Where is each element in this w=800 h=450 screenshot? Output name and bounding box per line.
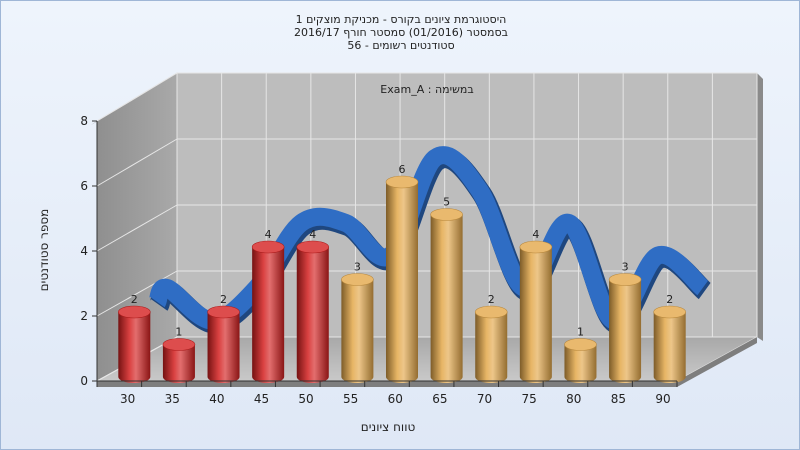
bar-top-85	[608, 273, 642, 286]
bar-top-60	[385, 175, 419, 189]
y-tick-label-0: 0	[80, 374, 88, 388]
y-axis-title: מספר סטודנטים	[37, 209, 51, 292]
bar-top-50	[296, 240, 330, 254]
bar-body-80	[564, 344, 597, 383]
data-label-40: 2	[220, 293, 227, 306]
bar-top-75	[519, 240, 553, 254]
bar-top-35	[162, 338, 196, 351]
bar-body-55	[341, 279, 374, 383]
y-tick-label-6: 6	[80, 179, 88, 193]
data-label-90: 2	[666, 293, 673, 306]
floor-edge	[97, 337, 757, 387]
task-annotation: במשימה : Exam_A	[380, 83, 473, 96]
data-label-50: 4	[309, 228, 316, 241]
data-label-35: 1	[175, 326, 182, 339]
data-label-85: 3	[622, 261, 629, 274]
bar-body-70	[475, 312, 508, 383]
y-tick-label-2: 2	[80, 309, 88, 323]
x-tick-label-70: 70	[477, 392, 492, 406]
bar-70: 2	[474, 293, 508, 383]
bar-45: 4	[251, 228, 285, 383]
data-label-45: 4	[265, 228, 272, 241]
bar-top-90	[653, 305, 686, 319]
x-tick-label-80: 80	[566, 392, 581, 406]
data-label-70: 2	[488, 293, 495, 306]
y-tick-label-8: 8	[80, 114, 88, 128]
bar-body-65	[430, 214, 463, 383]
bar-top-40	[207, 305, 240, 319]
bar-40: 2	[207, 293, 240, 383]
bar-top-80	[564, 338, 597, 351]
bar-85: 3	[608, 261, 642, 383]
x-tick-label-65: 65	[432, 392, 447, 406]
bar-55: 3	[341, 261, 374, 383]
x-tick-label-30: 30	[120, 392, 135, 406]
x-tick-label-60: 60	[388, 392, 403, 406]
bar-top-65	[430, 208, 463, 221]
x-axis-title: טווח ציונים	[361, 420, 416, 434]
chart-title-line-2: בסמסטר (01/2016) סמסטר חורף 2016/17	[294, 26, 508, 39]
x-tick-label-45: 45	[254, 392, 269, 406]
data-label-65: 5	[443, 196, 450, 209]
bar-30: 2	[118, 293, 151, 383]
data-label-60: 6	[399, 163, 406, 176]
bar-80: 1	[564, 326, 597, 383]
bar-50: 4	[296, 228, 330, 383]
bar-body-75	[519, 247, 552, 383]
bar-top-70	[474, 305, 508, 319]
bar-65: 5	[430, 196, 463, 383]
side-grid-line-4	[96, 72, 178, 122]
chart-title-line-1: היסטוגרמת ציונים בקורס - מכניקת מוצקים 1	[295, 13, 507, 26]
side-grid-line-1	[96, 270, 178, 317]
data-label-30: 2	[131, 293, 138, 306]
bar-body-45	[252, 247, 285, 383]
x-tick-label-90: 90	[655, 392, 670, 406]
x-tick-label-40: 40	[209, 392, 224, 406]
bar-body-40	[207, 312, 240, 383]
x-tick-label-50: 50	[298, 392, 313, 406]
data-label-55: 3	[354, 261, 361, 274]
y-tick-label-4: 4	[80, 244, 88, 258]
side-grid-line-3	[96, 138, 178, 187]
bar-75: 4	[519, 228, 553, 383]
wall-right-edge	[757, 73, 763, 341]
x-tick-label-85: 85	[611, 392, 626, 406]
bar-body-50	[296, 247, 329, 383]
bar-top-45	[251, 240, 285, 254]
bars-layer: 2 1 2 4 4 3 6 5 2 4 1 3 2	[118, 163, 686, 383]
x-tick-label-55: 55	[343, 392, 358, 406]
bar-body-85	[609, 279, 642, 383]
bar-60: 6	[385, 163, 419, 383]
bar-90: 2	[653, 293, 686, 383]
data-label-80: 1	[577, 326, 584, 339]
bar-top-30	[118, 305, 151, 319]
data-label-75: 4	[532, 228, 539, 241]
bar-top-55	[341, 273, 374, 286]
bar-35: 1	[162, 326, 196, 383]
bar-body-35	[162, 344, 195, 383]
x-tick-label-35: 35	[165, 392, 180, 406]
bar-body-90	[653, 312, 686, 383]
x-tick-label-75: 75	[522, 392, 537, 406]
bar-body-60	[386, 182, 418, 383]
chart-title-line-3: סטודנטים רשומים - 56	[347, 39, 455, 52]
side-grid-line-2	[96, 204, 178, 252]
bar-body-30	[118, 312, 151, 383]
